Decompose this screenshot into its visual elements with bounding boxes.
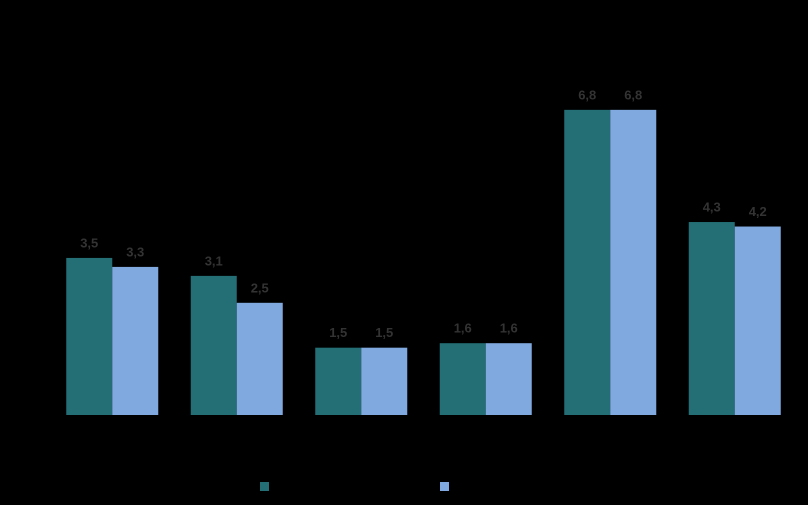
bar (688, 222, 735, 415)
value-label: 4,3 (703, 199, 721, 214)
bar (315, 347, 362, 415)
value-label: 1,5 (329, 325, 347, 340)
bar (485, 343, 532, 415)
value-label: 3,1 (205, 253, 223, 268)
value-label: 1,6 (500, 321, 518, 336)
bar (112, 266, 159, 415)
bar (66, 257, 113, 415)
value-label: 4,2 (749, 204, 767, 219)
value-label: 1,6 (454, 321, 472, 336)
value-label: 2,5 (251, 280, 269, 295)
value-label: 6,8 (578, 87, 596, 102)
legend-marker (440, 482, 449, 491)
value-label: 3,5 (80, 235, 98, 250)
value-label: 6,8 (624, 87, 642, 102)
value-label: 3,3 (126, 244, 144, 259)
bar (190, 275, 237, 415)
bar (564, 109, 611, 415)
bar (734, 226, 781, 415)
bar (610, 109, 657, 415)
value-label: 1,5 (375, 325, 393, 340)
bar (236, 302, 283, 415)
bar (361, 347, 408, 415)
legend-marker (260, 482, 269, 491)
bar (439, 343, 486, 415)
